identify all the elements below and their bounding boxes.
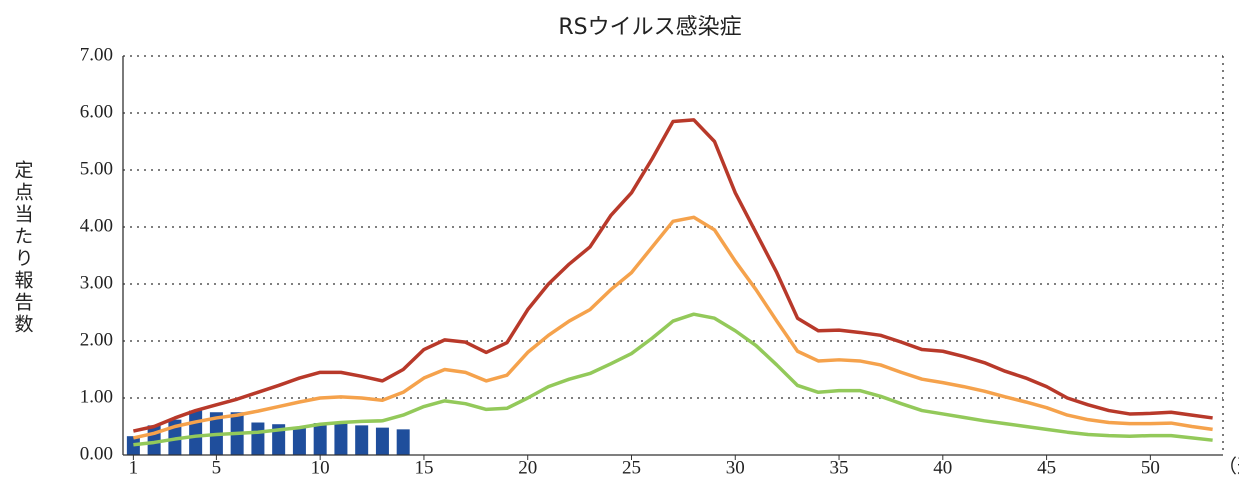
x-tick-label: 5 [212,457,222,478]
y-tick-label: 7.00 [80,44,113,65]
bar [251,422,265,455]
bar [313,423,327,455]
x-tick-label: 45 [1037,457,1056,478]
y-tick-label: 0.00 [80,443,113,464]
x-tick-label: 25 [622,457,641,478]
bar [126,436,140,455]
x-tick-label: 30 [726,457,745,478]
chart-title: RSウイルス感染症 [558,15,741,40]
y-tick-label: 5.00 [80,158,113,179]
bar [334,422,348,455]
y-tick-label: 2.00 [80,329,113,350]
x-tick-label: 35 [830,457,849,478]
y-tick-label: 1.00 [80,386,113,407]
y-tick-label: 4.00 [80,215,113,236]
y-axis-label: 定点当たり報告数 [12,160,34,336]
x-tick-label: 10 [311,457,330,478]
bar [375,427,389,455]
x-tick-label: 15 [414,457,433,478]
bar [355,425,369,455]
line [133,118,1213,433]
line [133,312,1213,447]
x-tick-label: 1 [129,457,139,478]
x-tick-label: 20 [518,457,537,478]
x-axis-label: （週） [1218,455,1239,477]
line [133,215,1213,440]
y-tick-label: 3.00 [80,272,113,293]
x-tick-label: 40 [933,457,952,478]
bar [396,429,410,455]
x-tick-label: 50 [1141,457,1160,478]
y-tick-label: 6.00 [80,101,113,122]
bar [189,410,203,455]
bar [292,426,306,455]
